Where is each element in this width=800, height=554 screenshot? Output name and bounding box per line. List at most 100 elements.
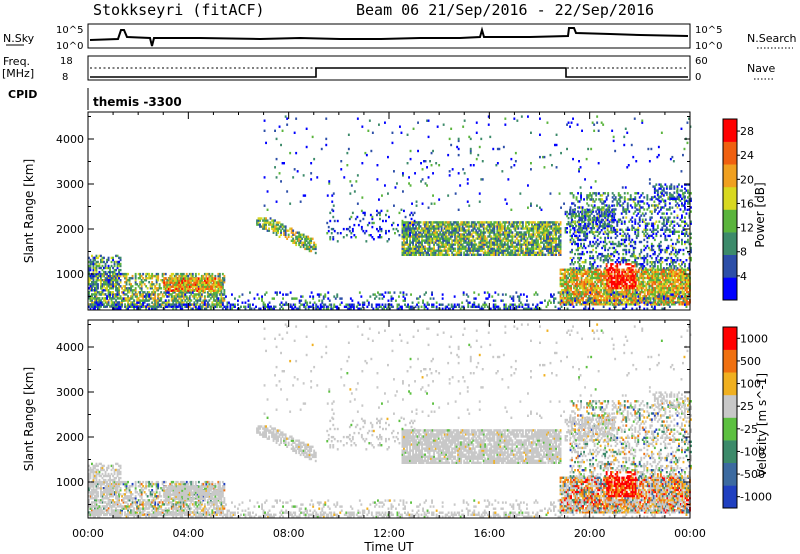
range-time-cell (559, 276, 562, 280)
range-time-cell (561, 297, 563, 300)
range-time-cell (148, 272, 151, 276)
range-time-cell (467, 221, 470, 224)
range-time-cell (199, 303, 202, 306)
range-time-cell (592, 290, 595, 294)
range-time-cell (343, 305, 346, 308)
range-time-cell (531, 229, 533, 232)
range-time-cell (455, 237, 458, 240)
range-time-cell (538, 231, 541, 234)
range-time-cell (434, 225, 437, 228)
range-time-cell (175, 285, 178, 288)
range-time-cell (262, 227, 264, 230)
range-time-cell (434, 253, 437, 256)
range-time-cell (414, 305, 417, 308)
range-time-cell (541, 241, 544, 244)
range-time-cell (445, 221, 448, 224)
range-time-cell (589, 276, 592, 280)
range-time-cell (161, 295, 164, 298)
range-time-cell (149, 293, 152, 296)
range-time-cell (178, 301, 181, 304)
range-time-cell (107, 295, 110, 298)
range-time-cell (543, 227, 545, 230)
range-time-cell (492, 303, 495, 306)
range-time-cell (203, 279, 206, 282)
range-time-cell (642, 286, 645, 290)
range-time-cell (538, 225, 541, 228)
range-time-cell (586, 301, 589, 304)
range-time-cell (491, 229, 494, 232)
range-time-cell (371, 217, 374, 221)
range-time-cell (101, 256, 104, 260)
range-time-cell (528, 229, 530, 232)
range-time-cell (574, 288, 577, 292)
range-time-cell (381, 303, 384, 306)
range-time-cell (582, 282, 584, 286)
range-time-cell (616, 303, 619, 306)
range-time-cell (577, 242, 579, 246)
range-time-cell (415, 237, 417, 240)
range-time-cell (345, 227, 348, 231)
range-time-cell (106, 258, 108, 262)
range-time-cell (531, 253, 533, 256)
range-time-cell (409, 253, 411, 256)
range-time-cell (409, 229, 411, 232)
range-time-cell (139, 295, 142, 298)
range-time-cell (538, 245, 541, 248)
range-time-cell (173, 279, 176, 282)
range-time-cell (607, 288, 610, 292)
range-time-cell (559, 233, 562, 236)
range-time-cell (643, 288, 646, 292)
range-time-cell (643, 280, 646, 284)
range-time-cell (648, 286, 651, 290)
range-time-cell (541, 249, 544, 252)
range-time-cell (490, 247, 493, 250)
range-time-cell (540, 241, 542, 244)
range-time-cell (448, 239, 451, 242)
range-time-cell (330, 307, 333, 310)
range-time-cell (101, 272, 104, 276)
range-time-cell (562, 276, 565, 280)
range-time-cell (167, 295, 170, 298)
range-time-cell (458, 227, 461, 230)
range-time-cell (496, 237, 499, 240)
range-time-cell (104, 262, 107, 266)
range-time-cell (89, 283, 92, 286)
range-time-cell (500, 225, 503, 228)
range-time-cell (609, 290, 612, 294)
range-time-cell (583, 268, 586, 271)
range-time-cell (401, 251, 404, 254)
range-time-cell (657, 282, 660, 286)
range-time-cell (202, 287, 205, 290)
range-time-cell (436, 223, 439, 226)
range-time-cell (412, 237, 414, 240)
range-time-cell (624, 303, 627, 306)
range-time-cell (172, 279, 175, 282)
range-time-cell (473, 245, 476, 248)
range-time-cell (684, 284, 687, 288)
range-time-cell (549, 225, 551, 228)
range-time-cell (134, 293, 137, 296)
range-time-cell (176, 277, 179, 280)
range-time-cell (673, 280, 676, 284)
range-time-cell (619, 282, 622, 286)
range-time-cell (88, 279, 90, 282)
range-time-cell (380, 209, 383, 213)
range-time-cell (646, 299, 649, 302)
range-time-cell (436, 231, 439, 234)
range-time-cell (418, 241, 420, 244)
range-time-cell (568, 290, 571, 294)
range-time-cell (437, 235, 440, 238)
range-time-cell (95, 299, 98, 302)
range-time-cell (415, 221, 417, 224)
range-time-cell (298, 307, 301, 310)
range-time-cell (418, 221, 420, 224)
range-time-cell (654, 270, 657, 274)
range-time-cell (118, 301, 120, 304)
range-time-cell (528, 241, 530, 244)
range-time-cell (143, 279, 146, 282)
range-time-cell (388, 229, 390, 233)
range-time-cell (518, 243, 521, 246)
range-time-cell (412, 213, 414, 217)
range-time-cell (398, 307, 400, 310)
range-time-cell (440, 237, 443, 240)
